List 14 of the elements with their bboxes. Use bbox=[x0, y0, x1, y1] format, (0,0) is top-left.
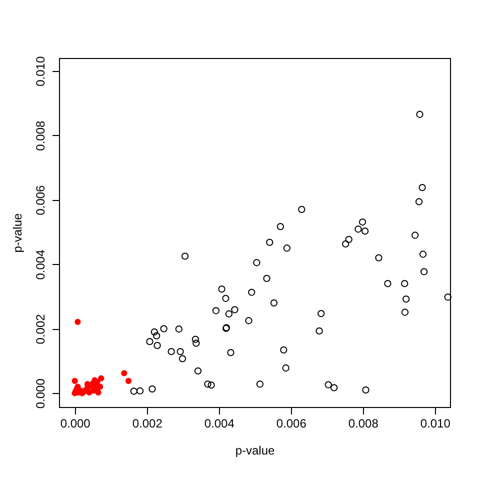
x-tick-label: 0.006 bbox=[276, 416, 307, 430]
x-tick-label: 0.002 bbox=[132, 416, 163, 430]
y-tick-label: 0.006 bbox=[34, 184, 48, 216]
y-tick-label: 0.004 bbox=[34, 249, 48, 280]
y-tick-label: 0.010 bbox=[34, 56, 48, 86]
x-tick-label: 0.008 bbox=[348, 416, 379, 430]
x-axis-title: p-value bbox=[235, 444, 276, 458]
y-axis-title: p-value bbox=[10, 212, 24, 253]
x-tick-label: 0.004 bbox=[204, 416, 235, 430]
x-tick-label: 0.010 bbox=[420, 416, 451, 430]
x-tick-label: 0.000 bbox=[60, 416, 91, 430]
y-tick-label: 0.008 bbox=[34, 120, 48, 151]
y-tick-label: 0.002 bbox=[34, 314, 48, 344]
y-tick-label: 0.000 bbox=[34, 378, 48, 409]
